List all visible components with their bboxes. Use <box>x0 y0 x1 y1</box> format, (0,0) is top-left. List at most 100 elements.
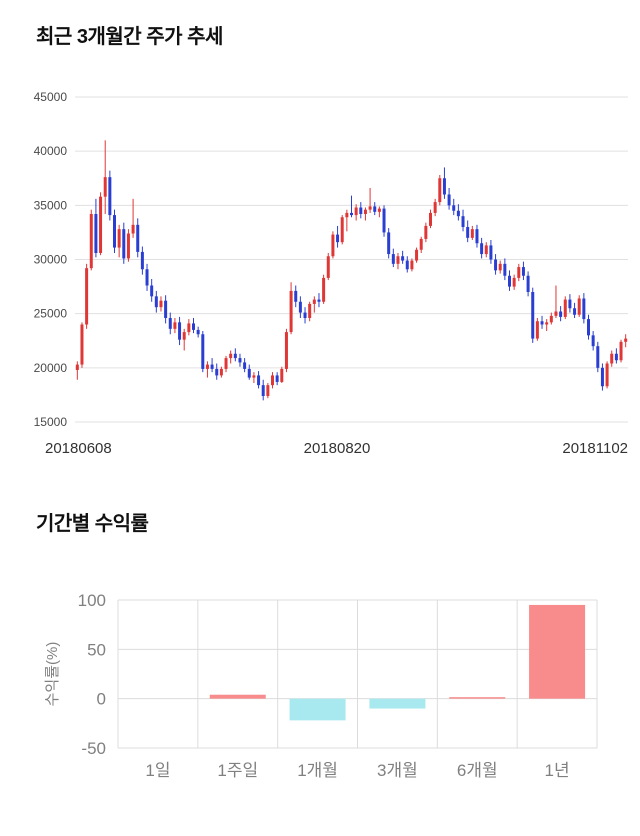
candle-body <box>512 277 516 287</box>
candle-body <box>75 364 79 370</box>
candle-body <box>484 245 488 255</box>
y-axis-title: 수익률(%) <box>44 642 61 707</box>
candle-body <box>303 312 307 318</box>
candle-body <box>494 259 498 271</box>
candle-body <box>373 206 377 212</box>
y-axis-tick-label: 50 <box>87 640 106 659</box>
candle-body <box>182 332 186 340</box>
return-bar <box>529 604 586 699</box>
candle-body <box>600 367 604 387</box>
return-bar <box>449 697 506 699</box>
candle-body <box>168 318 172 329</box>
candle-body <box>401 256 405 261</box>
candle-body <box>261 385 265 396</box>
candle-body <box>531 292 535 339</box>
candle-body <box>312 299 316 304</box>
candle-body <box>396 256 400 264</box>
candle-body <box>429 212 432 226</box>
x-axis-date-label: 20181102 <box>562 440 628 457</box>
candle-body <box>568 299 572 309</box>
y-axis-tick-label: -50 <box>81 739 106 758</box>
category-label: 1일 <box>145 761 170 780</box>
candle-body <box>382 208 386 233</box>
candle-body <box>219 368 223 376</box>
price-chart-title: 최근 3개월간 주가 추세 <box>36 26 223 48</box>
candle-body <box>289 290 293 333</box>
y-axis-tick-label: 35000 <box>34 198 68 212</box>
category-label: 6개월 <box>457 761 498 780</box>
candle-body <box>354 207 358 216</box>
candle-body <box>117 229 121 248</box>
return-bar <box>289 698 346 721</box>
candle-body <box>196 329 200 335</box>
candle-body <box>247 368 251 378</box>
candle-body <box>122 229 126 259</box>
candle-body <box>368 206 372 210</box>
candle-body <box>614 353 618 361</box>
candle-body <box>545 322 549 325</box>
candle-body <box>136 224 140 252</box>
candle-body <box>340 217 344 243</box>
candle-body <box>489 245 493 260</box>
candle-body <box>345 212 349 218</box>
candle-body <box>140 251 144 270</box>
candle-body <box>271 375 274 386</box>
candle-body <box>126 233 130 259</box>
candle-body <box>549 315 553 323</box>
candle-body <box>331 234 335 257</box>
y-axis-tick-label: 15000 <box>34 415 68 429</box>
candle-body <box>377 208 381 212</box>
y-axis-tick-label: 100 <box>78 591 106 610</box>
candle-body <box>559 311 563 317</box>
candle-body <box>526 275 530 292</box>
returns-bar-chart: 100 50 0 -50 1일 1주일 1개월 3개월 6개월 1년 수익률(%) <box>44 591 598 780</box>
candle-body <box>85 268 89 325</box>
candle-body <box>577 298 581 315</box>
candle-body <box>243 362 247 369</box>
candle-body <box>359 207 363 214</box>
candle-body <box>238 358 242 363</box>
x-axis-date-label: 20180608 <box>45 440 112 457</box>
candle-body <box>89 214 93 269</box>
candle-body <box>517 267 521 278</box>
category-label: 1주일 <box>217 761 258 780</box>
y-axis-tick-label: 45000 <box>34 90 68 104</box>
candle-body <box>447 194 451 206</box>
candle-body <box>266 385 270 396</box>
candle-body <box>284 332 288 369</box>
y-axis-tick-label: 20000 <box>34 361 68 375</box>
candle-body <box>150 285 154 297</box>
candle-body <box>178 322 182 340</box>
candle-body <box>619 341 623 361</box>
category-label: 1년 <box>545 761 570 780</box>
candle-body <box>210 364 214 369</box>
y-axis-tick-label: 40000 <box>34 144 68 158</box>
candle-body <box>503 263 507 276</box>
candle-body <box>466 227 470 238</box>
candle-body <box>233 353 237 359</box>
candle-body <box>298 301 302 313</box>
candle-body <box>438 178 442 203</box>
candle-body <box>410 260 414 270</box>
candle-body <box>591 335 595 347</box>
candle-body <box>387 232 391 255</box>
candle-body <box>456 210 460 217</box>
candle-body <box>103 177 107 197</box>
candle-body <box>113 215 116 248</box>
candle-body <box>470 229 474 238</box>
candle-body <box>108 177 112 216</box>
candle-body <box>461 216 465 227</box>
price-candlestick-chart: 15000 20000 25000 30000 35000 40000 45000 20180… <box>34 90 628 457</box>
candle-body <box>350 212 353 216</box>
candle-body <box>508 275 511 287</box>
candle-body <box>326 256 330 278</box>
x-axis-date-label: 20180820 <box>304 440 371 457</box>
candle-body <box>475 229 479 244</box>
returns-chart-title: 기간별 수익률 <box>36 513 149 535</box>
candle-body <box>131 224 135 234</box>
candle-body <box>94 214 98 253</box>
candle-body <box>452 205 456 211</box>
candle-body <box>554 311 558 316</box>
candle-body <box>322 277 326 302</box>
candle-body <box>99 196 103 253</box>
